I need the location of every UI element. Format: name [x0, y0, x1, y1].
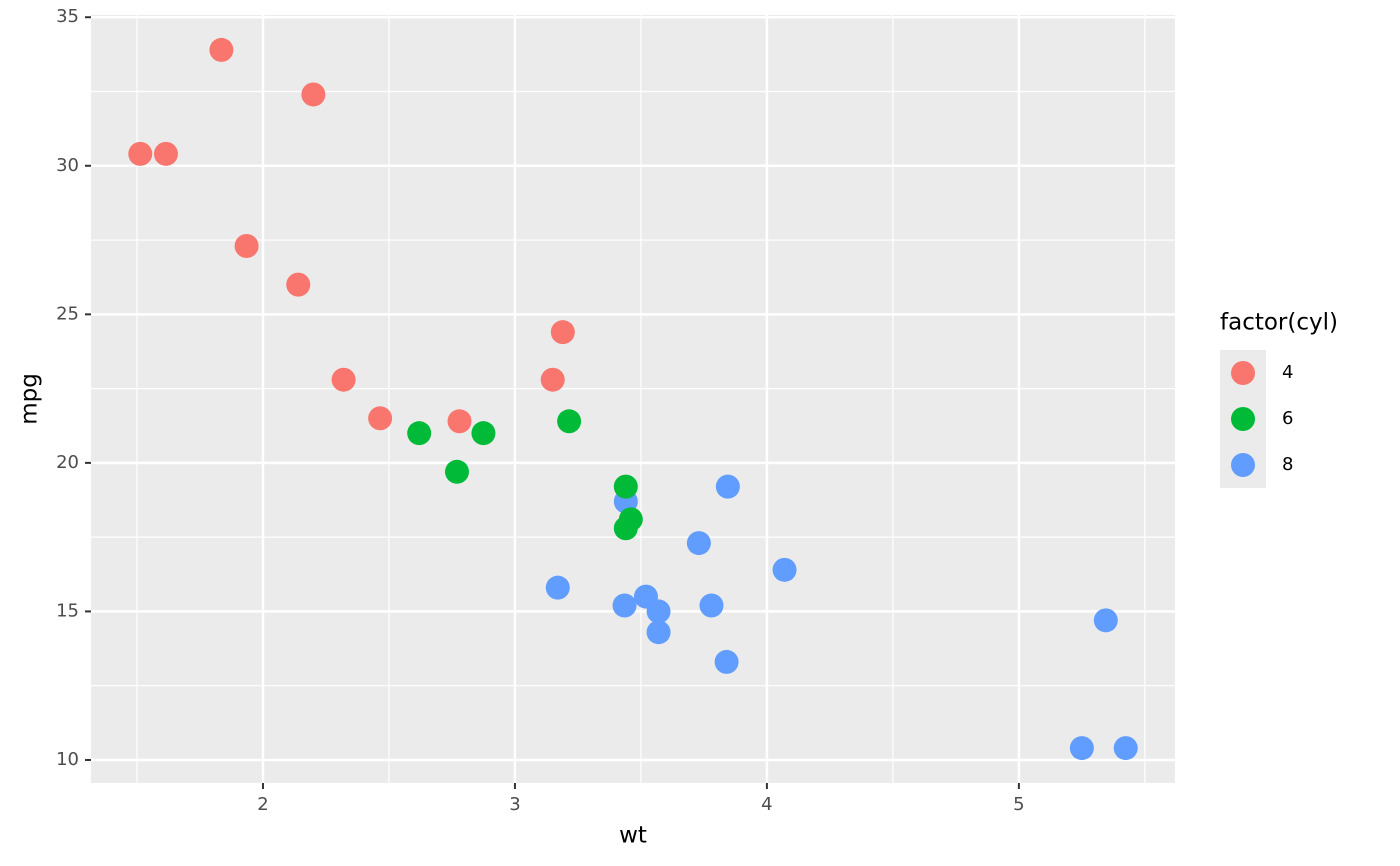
point: [715, 474, 740, 499]
y-tick-label: 10: [56, 749, 79, 770]
point: [686, 531, 711, 556]
point: [153, 141, 178, 166]
point: [444, 459, 469, 484]
y-tick-label: 25: [56, 303, 79, 324]
x-tick-label: 2: [257, 794, 268, 815]
point: [540, 367, 565, 392]
point: [545, 575, 570, 600]
point: [1093, 608, 1118, 633]
point: [646, 620, 671, 645]
point: [613, 516, 638, 541]
panel: [91, 15, 1175, 783]
point: [714, 649, 739, 674]
point: [1113, 736, 1138, 761]
plot: 2 3 4 5 10 15 20 25 30 35: [56, 6, 1175, 815]
point: [772, 557, 797, 582]
legend-key: [1231, 453, 1255, 477]
legend-label: 4: [1282, 362, 1293, 383]
point: [613, 474, 638, 499]
legend-label: 6: [1282, 408, 1293, 429]
y-tick-label: 15: [56, 600, 79, 621]
point: [447, 409, 472, 434]
point: [331, 367, 356, 392]
y-axis-label: mpg: [17, 373, 43, 425]
point: [699, 593, 724, 618]
x-axis-label: wt: [619, 823, 647, 849]
point: [1069, 736, 1094, 761]
point: [286, 272, 311, 297]
x-tick-label: 4: [761, 794, 772, 815]
x-tick-label: 3: [509, 794, 520, 815]
point: [471, 421, 496, 446]
y-tick-label: 30: [56, 155, 79, 176]
y-tick-label: 35: [56, 6, 79, 27]
point: [407, 421, 432, 446]
point: [646, 599, 671, 624]
point: [301, 82, 326, 107]
point: [557, 409, 582, 434]
legend-label: 8: [1282, 454, 1293, 475]
legend-title: factor(cyl): [1220, 310, 1338, 336]
y-tick-label: 20: [56, 452, 79, 473]
point: [612, 593, 637, 618]
legend-key: [1231, 361, 1255, 385]
point: [368, 406, 393, 431]
point: [234, 233, 259, 258]
legend-key: [1231, 407, 1255, 431]
point: [128, 141, 153, 166]
point: [209, 37, 234, 62]
point: [550, 320, 575, 345]
x-tick-label: 5: [1013, 794, 1024, 815]
